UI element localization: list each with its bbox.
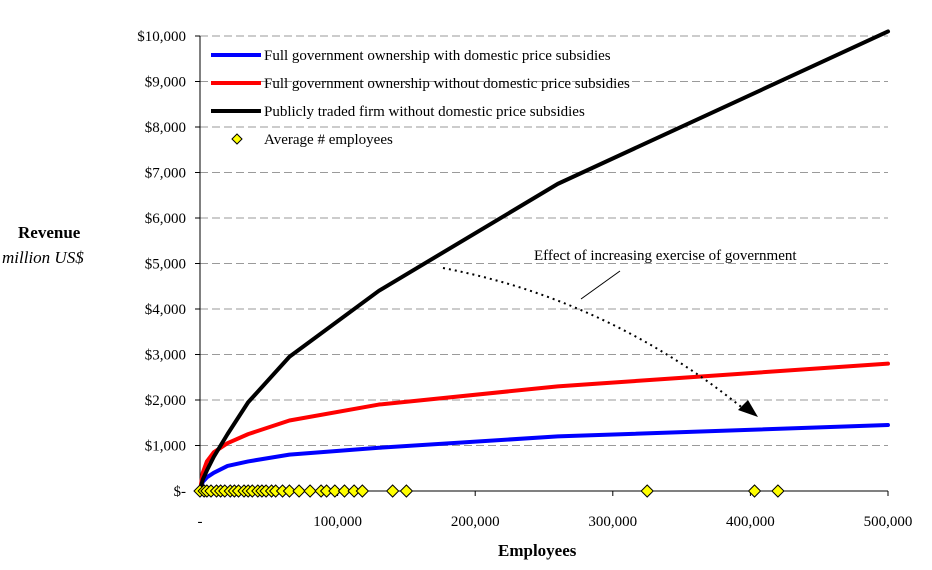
employee-marker [385,484,400,498]
annotation-arrowhead [738,400,758,417]
y-tick-label: $3,000 [145,348,186,364]
y-axis-unit: million US$ [2,248,84,267]
gridlines [200,35,888,446]
y-tick-label: $4,000 [145,302,186,318]
series-line-1 [198,423,890,493]
x-tick-label: 400,000 [726,514,775,530]
legend-label-2: Full government ownership without domest… [264,76,630,92]
legend-label-4: Average # employees [264,132,393,148]
series-line-3 [198,29,890,493]
x-tick-label: 100,000 [313,514,362,530]
x-tick-label: 300,000 [588,514,637,530]
employee-marker [355,484,370,498]
employee-marker [399,484,414,498]
y-tick-label: $- [174,484,187,500]
annotation-text: Effect of increasing exercise of governm… [534,248,797,264]
x-tick-label: - [198,514,203,530]
y-tick-label: $2,000 [145,393,186,409]
y-tick-label: $6,000 [145,211,186,227]
y-tick-label: $8,000 [145,120,186,136]
series-lines [198,29,890,493]
employee-marker [771,484,785,498]
legend-label-3: Publicly traded firm without domestic pr… [264,104,585,120]
employee-marker [303,484,317,498]
employee-marker [747,484,762,498]
y-tick-label: $10,000 [137,29,186,45]
employee-marker [640,484,654,498]
x-tick-label: 200,000 [451,514,500,530]
y-tick-label: $5,000 [145,257,186,273]
annotation: Effect of increasing exercise of governm… [442,248,797,417]
employee-marker [337,484,352,498]
series-line-2 [198,361,890,493]
y-axis-title: Revenue [18,223,81,242]
legend-marker-diamond [231,133,243,145]
y-tick-label: $9,000 [145,75,186,91]
x-tick-labels: - 100,000 200,000 300,000 400,000 500,000 [198,514,913,530]
employee-marker [328,484,342,498]
y-tick-label: $7,000 [145,166,186,182]
employee-markers [193,484,785,498]
legend-label-1: Full government ownership with domestic … [264,48,611,64]
employee-marker [282,484,297,498]
y-tick-label: $1,000 [145,439,186,455]
x-axis-title: Employees [498,541,577,560]
legend: Full government ownership with domestic … [211,48,630,148]
employee-marker [292,484,306,498]
y-tick-labels: $- $1,000 $2,000 $3,000 $4,000 $5,000 $6,000 $7… [137,29,186,500]
x-tick-label: 500,000 [864,514,913,530]
annotation-leader [580,270,621,300]
